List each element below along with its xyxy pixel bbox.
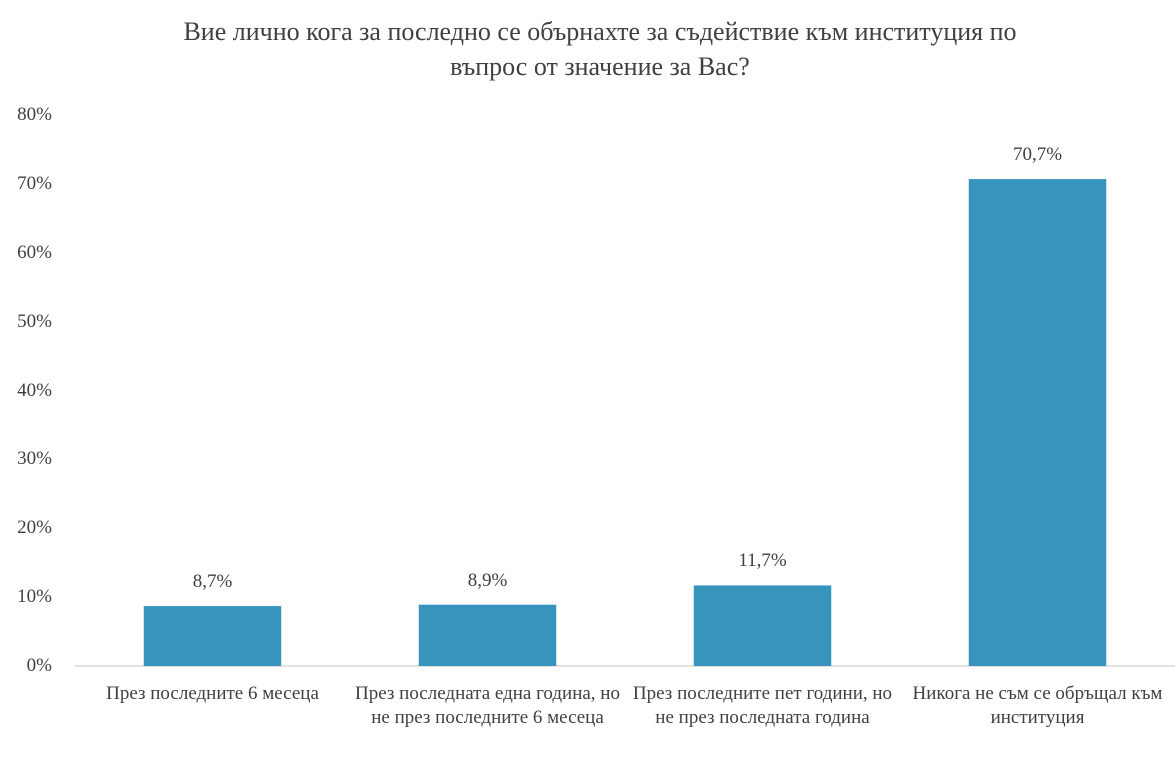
x-tick-label: През последните 6 месеца	[106, 683, 319, 704]
data-label: 70,7%	[1012, 144, 1063, 166]
x-tick-label: Никога не съм се обръщал към институция	[912, 683, 1163, 728]
bar	[418, 604, 557, 666]
y-tick-label: 50%	[17, 310, 52, 332]
y-tick-label: 0%	[26, 655, 52, 676]
bar	[143, 606, 282, 666]
x-tick-label: През последните пет години, но не през п…	[632, 683, 893, 728]
data-label: 11,7%	[738, 550, 787, 572]
y-tick-label: 20%	[17, 517, 52, 539]
y-tick-label: 10%	[17, 586, 52, 608]
chart-title: Вие лично кога за последно се обърнахте …	[183, 17, 1017, 81]
y-tick-label: 70%	[17, 172, 52, 194]
data-label: 8,9%	[467, 569, 508, 591]
data-label: 8,7%	[192, 571, 233, 593]
x-tick-label: През последната една година, но не през …	[355, 683, 620, 728]
bar	[693, 585, 832, 666]
y-tick-label: 30%	[17, 448, 52, 470]
bar	[968, 179, 1107, 666]
y-tick-label: 80%	[17, 104, 52, 125]
y-tick-label: 40%	[17, 379, 52, 401]
y-tick-label: 60%	[17, 241, 52, 263]
